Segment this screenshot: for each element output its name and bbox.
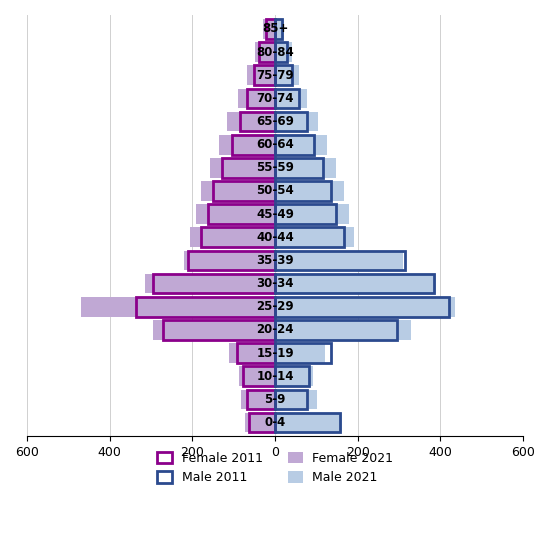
Bar [275,158,336,178]
Bar [263,19,275,39]
Bar [275,42,287,62]
Bar [237,343,275,363]
Bar [275,89,307,108]
Text: 30-34: 30-34 [256,277,294,290]
Bar [275,320,411,340]
Bar [275,135,314,154]
Text: 45-49: 45-49 [256,208,294,221]
Bar [275,181,331,201]
Bar [190,228,275,247]
Bar [238,89,275,108]
Bar [275,65,299,85]
Bar [232,135,275,154]
Bar [275,390,317,409]
Text: 40-44: 40-44 [256,231,294,244]
Text: 50-54: 50-54 [256,184,294,198]
Text: 80-84: 80-84 [256,46,294,58]
Bar [153,274,275,294]
Bar [266,19,275,39]
Text: 70-74: 70-74 [256,92,294,105]
Bar [210,158,275,178]
Bar [275,297,455,317]
Bar [239,366,275,386]
Bar [275,181,344,201]
Text: 55-59: 55-59 [256,162,294,174]
Bar [196,204,275,224]
Bar [275,204,349,224]
Bar [243,366,275,386]
Text: 10-14: 10-14 [256,370,294,383]
Bar [275,89,299,108]
Bar [275,343,331,363]
Bar [245,413,275,432]
Bar [275,112,307,132]
Bar [275,19,284,39]
Bar [247,390,275,409]
Bar [229,343,275,363]
Bar [201,228,275,247]
Bar [228,112,275,132]
Bar [275,390,307,409]
Bar [249,413,275,432]
Bar [241,390,275,409]
Bar [275,297,449,317]
Text: 85+: 85+ [262,22,288,36]
Legend: Female 2011, Male 2011, Female 2021, Male 2021: Female 2011, Male 2011, Female 2021, Mal… [151,447,399,489]
Bar [247,65,275,85]
Bar [275,343,326,363]
Text: 60-64: 60-64 [256,138,294,151]
Bar [275,251,405,270]
Bar [275,251,403,270]
Bar [188,251,275,270]
Bar [145,274,275,294]
Bar [222,158,275,178]
Bar [247,89,275,108]
Bar [275,228,344,247]
Bar [275,320,397,340]
Text: 35-39: 35-39 [256,254,294,267]
Bar [275,228,354,247]
Text: 0-4: 0-4 [265,416,285,429]
Bar [219,135,275,154]
Bar [275,413,342,432]
Bar [275,413,340,432]
Text: 65-69: 65-69 [256,115,294,128]
Bar [275,204,336,224]
Text: 25-29: 25-29 [256,300,294,313]
Text: 5-9: 5-9 [265,393,285,406]
Bar [213,181,275,201]
Bar [201,181,275,201]
Bar [275,19,283,39]
Bar [275,42,293,62]
Bar [208,204,275,224]
Bar [275,366,309,386]
Bar [240,112,275,132]
Bar [153,320,275,340]
Bar [81,297,275,317]
Text: 20-24: 20-24 [256,324,294,336]
Bar [275,65,293,85]
Bar [275,135,327,154]
Bar [254,65,275,85]
Bar [275,112,318,132]
Bar [275,366,313,386]
Bar [275,274,434,294]
Text: 75-79: 75-79 [256,69,294,82]
Bar [163,320,275,340]
Bar [259,42,275,62]
Bar [136,297,275,317]
Bar [184,251,275,270]
Bar [275,158,322,178]
Text: 15-19: 15-19 [256,347,294,360]
Bar [255,42,275,62]
Bar [275,274,436,294]
